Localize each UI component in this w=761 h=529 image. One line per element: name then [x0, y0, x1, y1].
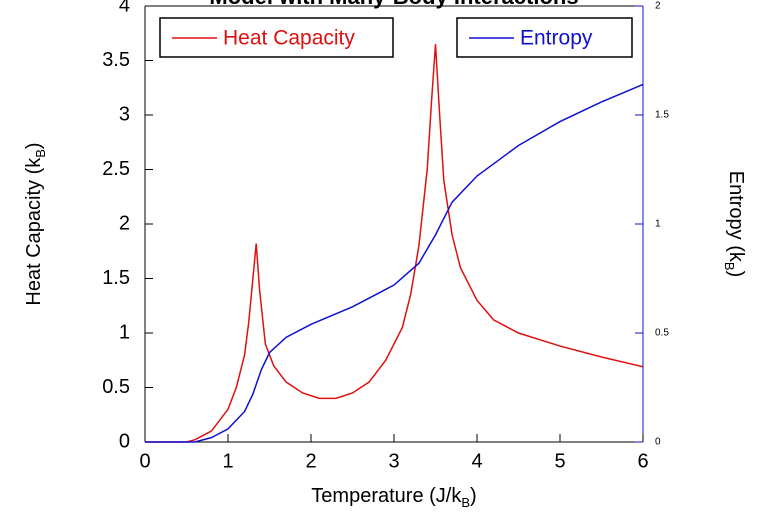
x-tick-label: 3: [388, 450, 399, 472]
x-tick-label: 4: [471, 450, 482, 472]
y2-tick-label: 0: [655, 437, 661, 448]
y-axis-label: Heat Capacity (kB): [23, 142, 48, 305]
x-tick-label: 1: [222, 450, 233, 472]
y2-axis-label-part: ): [725, 271, 747, 278]
y-tick-label: 3: [119, 103, 130, 125]
y-tick-label: 4: [119, 0, 130, 16]
y2-axis-label-part: B: [722, 262, 737, 271]
y-tick-label: 1: [119, 321, 130, 343]
y-axis-label-part: B: [33, 149, 48, 158]
x-axis-label: Temperature (J/kB): [311, 485, 476, 510]
y-axis-label-part: Heat Capacity (k: [23, 157, 45, 306]
chart-title: Model with Many-Body Interactions: [209, 0, 578, 9]
x-tick-label: 2: [305, 450, 316, 472]
y2-axis-label: Entropy (kB): [722, 171, 747, 278]
y2-tick-label: 0.5: [655, 328, 669, 339]
series-line: [145, 44, 644, 443]
x-tick-label: 5: [554, 450, 565, 472]
y-tick-label: 2.5: [102, 158, 130, 180]
y-tick-label: 3.5: [102, 49, 130, 71]
y2-tick-label: 2: [655, 1, 661, 12]
x-axis-label-part: B: [461, 495, 470, 510]
x-tick-label: 6: [637, 450, 648, 472]
y2-tick-label: 1.5: [655, 110, 669, 121]
x-axis-label-part: ): [470, 485, 477, 507]
y-tick-label: 0.5: [102, 376, 130, 398]
legend-label: Entropy: [520, 27, 593, 50]
x-tick-label: 0: [139, 450, 150, 472]
legend-label: Heat Capacity: [223, 27, 355, 50]
y-axis-label-part: ): [23, 142, 45, 149]
series-line: [145, 83, 644, 443]
y2-tick-label: 1: [655, 219, 661, 230]
y-tick-label: 1.5: [102, 267, 130, 289]
y-tick-label: 2: [119, 212, 130, 234]
y-tick-label: 0: [119, 430, 130, 452]
x-axis-label-part: Temperature (J/k: [311, 485, 462, 507]
y2-axis-label-part: Entropy (k: [725, 171, 747, 263]
